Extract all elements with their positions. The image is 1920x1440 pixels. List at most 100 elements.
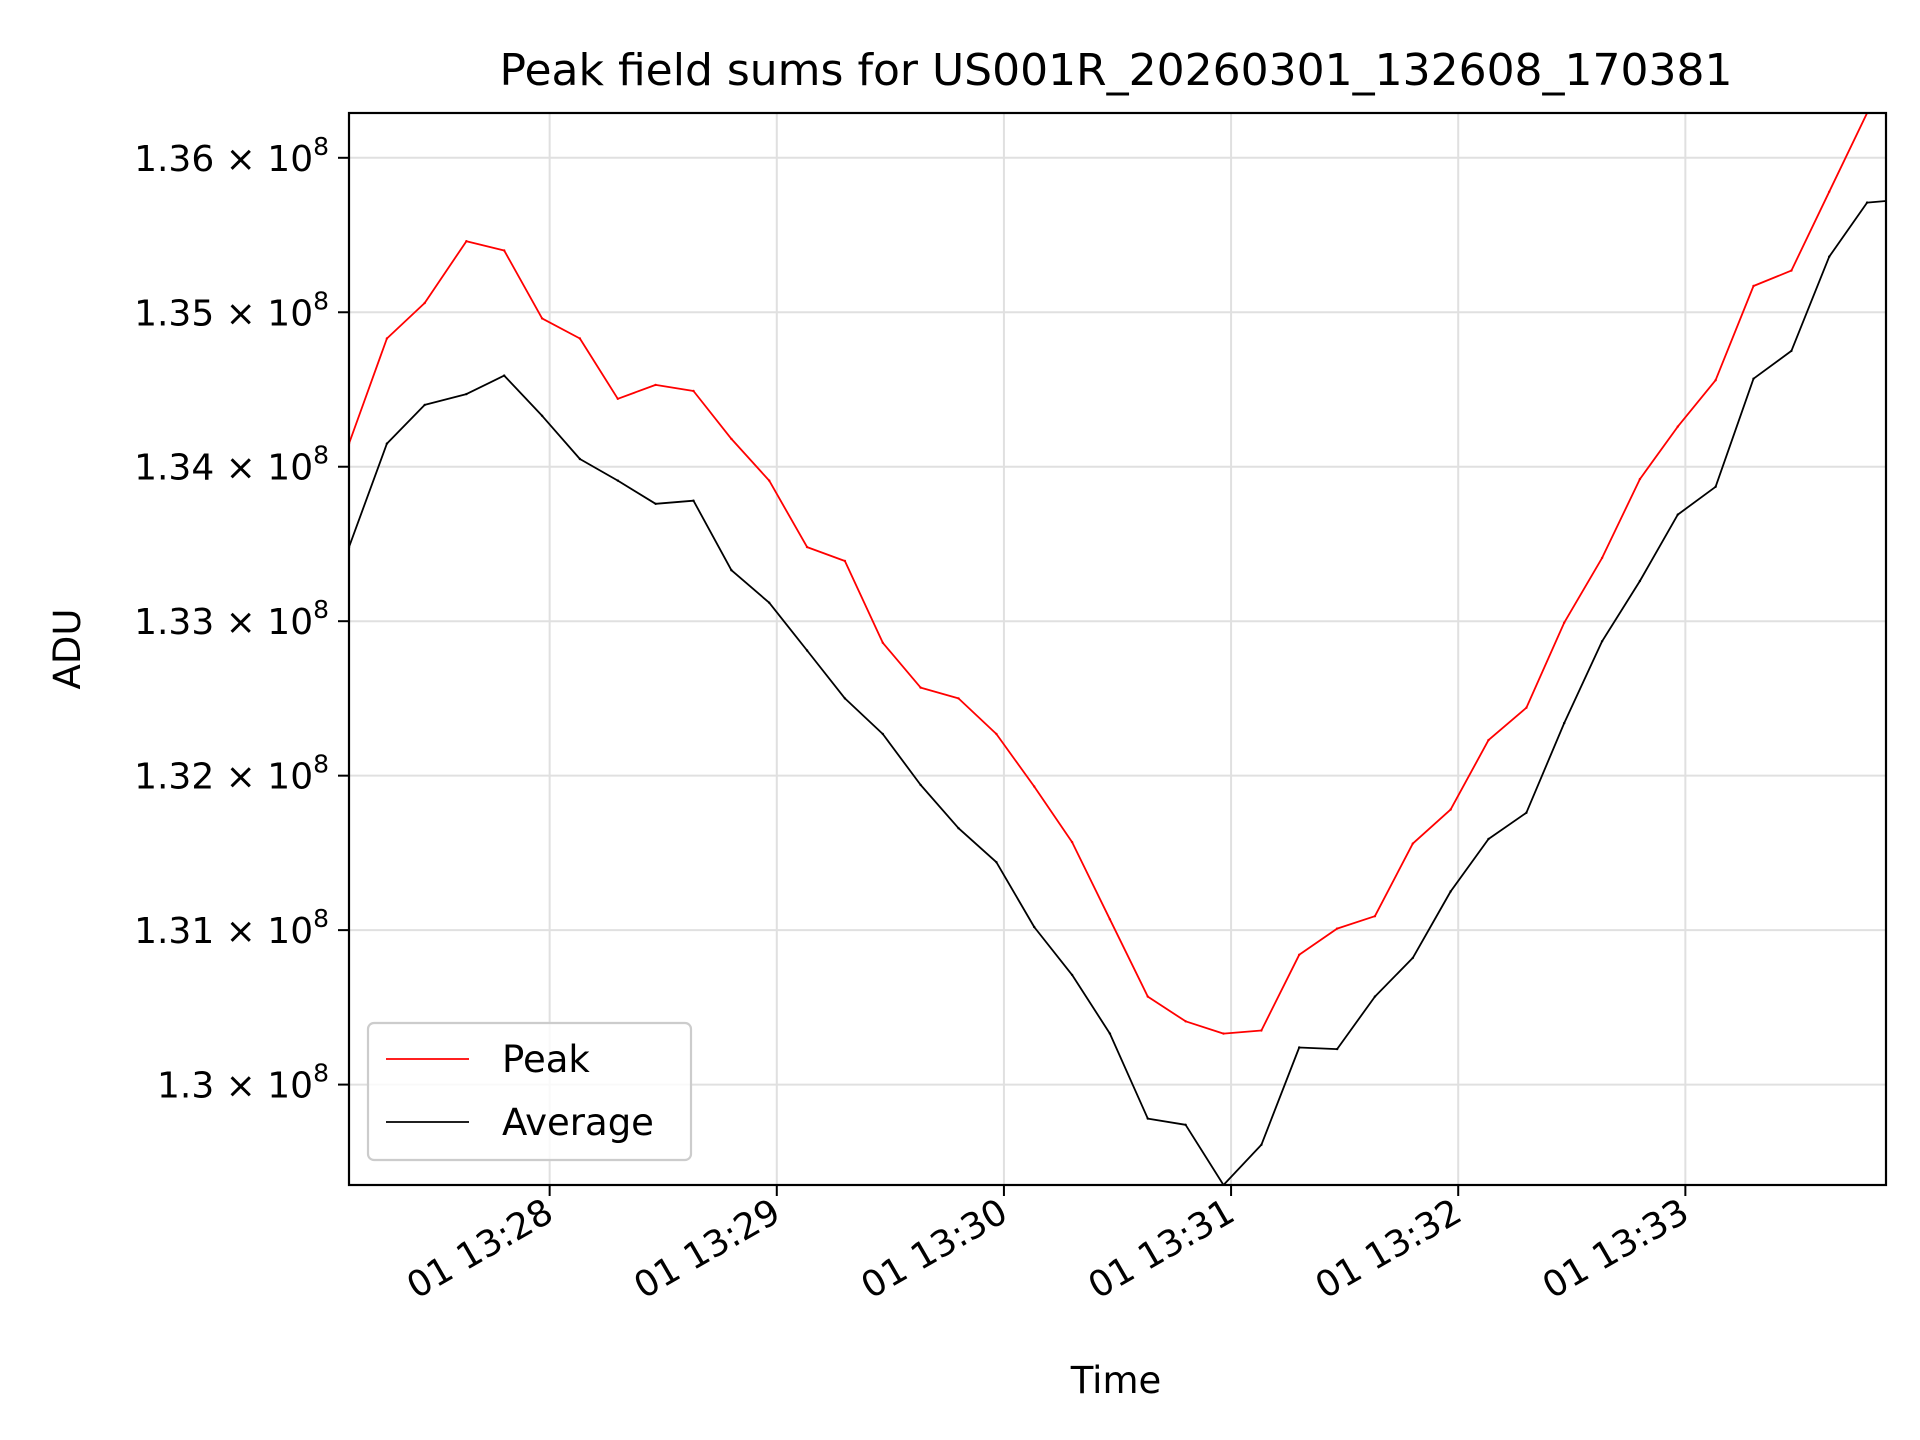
data-point-peak — [1146, 995, 1150, 998]
data-point-average — [1411, 956, 1415, 960]
legend-label-peak: Peak — [502, 1038, 590, 1081]
data-point-average — [1373, 995, 1377, 998]
data-point-peak — [1298, 953, 1301, 956]
data-point-average — [1146, 1117, 1150, 1120]
data-point-peak — [881, 641, 884, 644]
data-point-average — [1070, 973, 1074, 977]
data-point-average — [465, 392, 468, 396]
data-point-peak — [1752, 284, 1755, 288]
legend: Peak Average — [366, 1021, 693, 1162]
data-point-average — [1600, 640, 1604, 643]
data-point-average — [1033, 925, 1036, 929]
data-point-peak — [919, 686, 922, 689]
data-point-average — [1184, 1123, 1187, 1127]
data-point-average — [1487, 837, 1490, 841]
data-point-peak — [1033, 785, 1036, 788]
series-line-average — [349, 200, 1886, 1185]
data-point-peak — [465, 240, 468, 243]
data-point-peak — [1184, 1020, 1187, 1023]
data-point-average — [540, 414, 544, 417]
data-point-peak — [1525, 706, 1528, 709]
data-point-average — [1638, 579, 1642, 583]
data-point-peak — [805, 545, 809, 549]
data-point-average — [503, 374, 506, 377]
data-point-peak — [540, 317, 544, 320]
data-point-average — [843, 697, 847, 700]
data-point-peak — [654, 383, 657, 387]
y-tick-label-1-36: 1.36 × 108 — [134, 132, 329, 180]
data-point-peak — [423, 301, 426, 305]
data-point-peak — [1222, 1032, 1225, 1035]
data-point-peak — [616, 397, 619, 400]
data-point-average — [1298, 1046, 1301, 1049]
data-point-peak — [1563, 621, 1566, 624]
data-point-average — [1449, 890, 1452, 893]
data-point-average — [1563, 721, 1566, 725]
y-tick-label-1-35: 1.35 × 108 — [134, 286, 329, 334]
data-point-average — [805, 649, 809, 652]
data-point-peak — [578, 337, 582, 340]
data-point-peak — [692, 389, 695, 393]
data-point-peak — [1335, 927, 1339, 930]
series-line-peak — [349, 113, 1886, 1035]
x-axis-label: Time — [1070, 1359, 1162, 1402]
data-point-average — [881, 732, 884, 736]
data-point-peak — [1676, 425, 1680, 428]
data-point-peak — [503, 249, 506, 252]
data-point-peak — [995, 732, 998, 736]
data-point-average — [692, 499, 695, 502]
chart-title: Peak field sums for US001R_20260301_1326… — [499, 45, 1732, 96]
data-point-peak — [1260, 1029, 1263, 1032]
y-tick-label-1-31: 1.31 × 108 — [134, 904, 329, 952]
data-point-average — [1335, 1047, 1339, 1051]
data-point-average — [768, 601, 771, 604]
data-point-average — [654, 502, 657, 505]
data-point-average — [578, 457, 582, 461]
legend-frame — [366, 1021, 693, 1162]
data-point-average — [423, 403, 426, 407]
data-point-average — [957, 827, 960, 830]
data-point-peak — [1600, 556, 1604, 560]
legend-label-average: Average — [502, 1101, 654, 1144]
data-point-average — [1676, 513, 1680, 516]
y-axis-ticks: 1.3 × 108 1.31 × 108 1.32 × 108 1.33 × 108 1… — [134, 132, 349, 1107]
y-tick-label-1-33: 1.33 × 108 — [134, 595, 329, 643]
data-point-average — [1260, 1143, 1263, 1147]
data-point-peak — [1449, 808, 1452, 811]
y-tick-label-1-3: 1.3 × 108 — [157, 1059, 329, 1107]
data-point-peak — [1373, 915, 1377, 918]
series-group — [349, 113, 1886, 1185]
data-point-peak — [1108, 918, 1112, 921]
data-point-average — [919, 783, 922, 787]
data-point-average — [385, 442, 389, 445]
data-point-average — [730, 569, 733, 572]
y-tick-label-1-32: 1.32 × 108 — [134, 750, 329, 798]
data-point-peak — [1790, 269, 1793, 272]
data-point-peak — [1070, 840, 1074, 844]
data-point-average — [1714, 485, 1717, 488]
data-point-average — [995, 861, 998, 864]
data-point-peak — [385, 337, 389, 340]
data-point-average — [616, 479, 619, 482]
data-point-average — [1525, 811, 1528, 814]
data-point-peak — [1487, 738, 1490, 742]
data-point-peak — [957, 697, 960, 700]
y-axis-label: ADU — [46, 609, 89, 690]
data-point-average — [1108, 1032, 1112, 1035]
data-point-peak — [843, 559, 847, 563]
data-point-peak — [1828, 190, 1831, 193]
data-point-peak — [1638, 477, 1642, 481]
data-point-peak — [730, 437, 733, 441]
data-point-peak — [768, 479, 771, 482]
y-tick-label-1-34: 1.34 × 108 — [134, 441, 329, 489]
data-point-average — [1752, 377, 1755, 380]
data-point-average — [1828, 255, 1831, 258]
data-point-peak — [1411, 842, 1415, 845]
data-point-average — [1865, 201, 1869, 204]
data-point-peak — [1714, 379, 1717, 382]
plot-frame — [347, 111, 1888, 1187]
grid-lines — [349, 113, 1886, 1185]
data-point-average — [1790, 349, 1793, 353]
